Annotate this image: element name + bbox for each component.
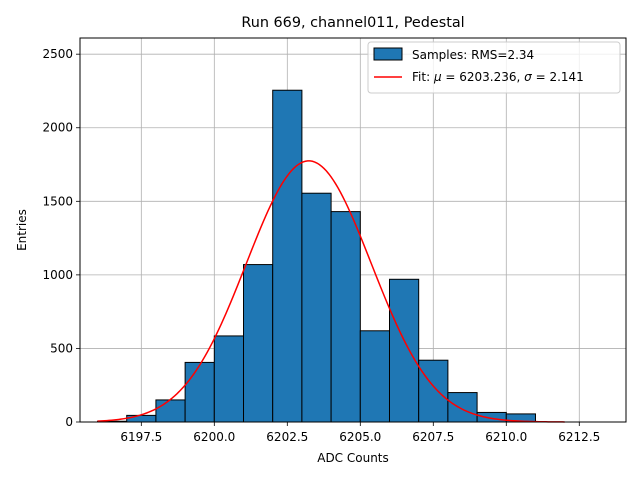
y-tick-label: 1500	[42, 194, 73, 208]
y-tick-label: 2000	[42, 121, 73, 135]
x-axis-label: ADC Counts	[317, 451, 389, 465]
chart-title: Run 669, channel011, Pedestal	[241, 15, 464, 31]
histogram-bar	[301, 192, 332, 423]
fit-curve	[97, 160, 565, 423]
histogram-bar	[447, 392, 478, 423]
x-tick-label: 6202.5	[266, 430, 308, 444]
x-tick-label: 6207.5	[412, 430, 454, 444]
histogram-bar	[213, 335, 245, 423]
plot-area-frame	[79, 37, 627, 423]
x-tick-label: 6205.0	[339, 430, 381, 444]
x-tick-label: 6210.0	[485, 430, 527, 444]
y-tick-label: 1000	[42, 268, 73, 282]
x-axis-ticks: 6197.5 6200.0 6202.5 6205.0 6207.5 6210.0 6212…	[120, 422, 600, 444]
histogram-bar	[126, 414, 157, 423]
legend-histogram-swatch	[373, 47, 403, 61]
legend-histogram-label: Samples: RMS=2.34	[412, 48, 534, 62]
legend-fit-label: Fit: μ = 6203.236, σ = 2.141	[412, 70, 584, 84]
x-tick-label: 6200.0	[193, 430, 235, 444]
histogram-bar	[272, 89, 303, 423]
x-tick-label: 6212.5	[558, 430, 600, 444]
y-tick-label: 0	[65, 415, 73, 429]
histogram-bar	[243, 264, 274, 423]
histogram-bar	[359, 330, 390, 423]
y-axis-label: Entries	[15, 209, 29, 251]
histogram-bar	[184, 361, 215, 423]
gaussian-fit	[97, 160, 565, 423]
legend-box	[367, 41, 621, 94]
histogram-bar	[418, 359, 449, 423]
histogram-bar	[476, 411, 507, 423]
x-tick-label: 6197.5	[120, 430, 162, 444]
y-tick-label: 2500	[42, 47, 73, 61]
histogram-bar	[388, 278, 420, 423]
legend: Samples: RMS=2.34 Fit: μ = 6203.236, σ =…	[367, 41, 621, 94]
histogram-bar	[155, 399, 186, 423]
y-axis-ticks: 0 500 1000 1500 2000 2500	[42, 47, 80, 429]
histogram-bar	[330, 211, 361, 423]
y-tick-label: 500	[50, 341, 73, 355]
